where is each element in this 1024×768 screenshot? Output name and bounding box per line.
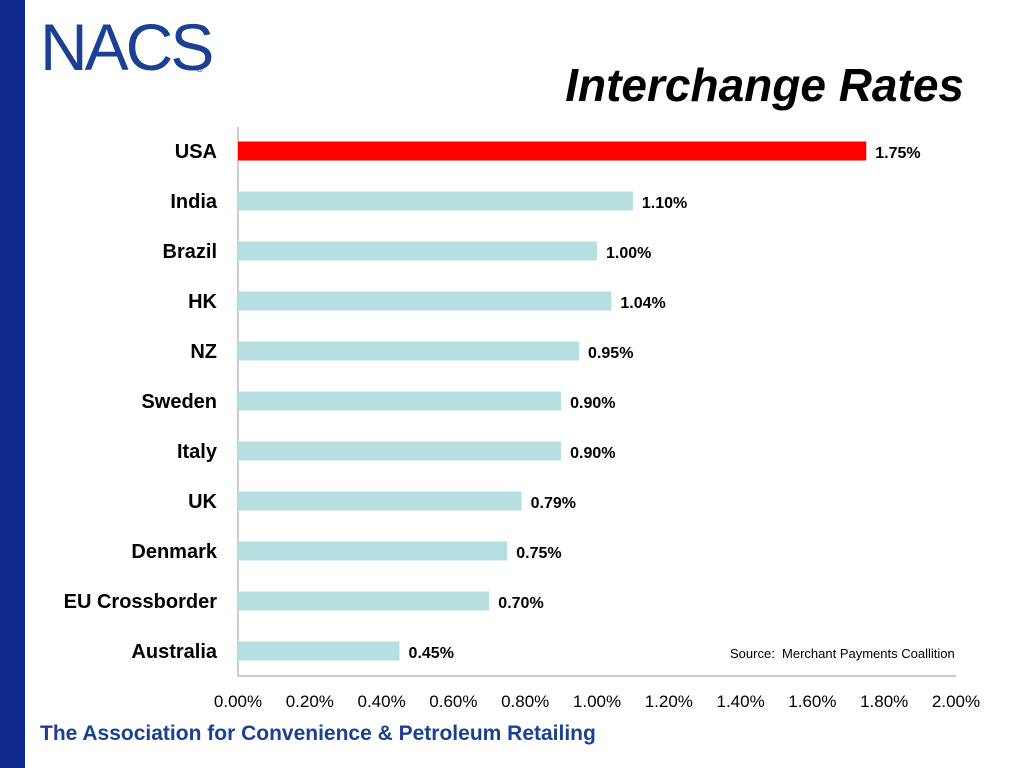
x-tick-label: 1.40%: [716, 692, 764, 711]
bar-brazil: [238, 241, 597, 261]
value-label: 1.00%: [606, 245, 651, 262]
x-tick-label: 0.60%: [429, 692, 477, 711]
category-label: Australia: [131, 641, 217, 663]
category-label: Sweden: [141, 391, 217, 413]
value-label: 0.90%: [570, 445, 615, 462]
value-label: 0.75%: [516, 545, 561, 562]
category-label: India: [170, 191, 218, 213]
bar-italy: [238, 441, 562, 461]
bar-india: [238, 191, 633, 211]
x-tick-label: 0.00%: [214, 692, 262, 711]
category-label: Denmark: [131, 541, 217, 563]
bar-australia: [238, 641, 400, 661]
registered-mark: ®: [196, 64, 204, 75]
source-note: Source: Merchant Payments Coallition: [730, 646, 955, 661]
x-tick-label: 0.40%: [357, 692, 405, 711]
value-label: 1.04%: [620, 295, 665, 312]
category-label: EU Crossborder: [64, 591, 218, 613]
value-label: 0.45%: [409, 645, 454, 662]
nacs-logo: NACS: [40, 10, 214, 84]
category-label: UK: [188, 491, 217, 513]
bar-eu-crossborder: [238, 591, 490, 611]
x-tick-label: 0.20%: [286, 692, 334, 711]
x-tick-label: 1.00%: [573, 692, 621, 711]
x-tick-label: 1.20%: [645, 692, 693, 711]
bar-denmark: [238, 541, 508, 561]
footer-tagline: The Association for Convenience & Petrol…: [40, 722, 596, 745]
page-title: Interchange Rates: [565, 59, 964, 111]
x-tick-label: 1.60%: [788, 692, 836, 711]
value-label: 1.75%: [875, 145, 920, 162]
value-label: 0.90%: [570, 395, 615, 412]
bar-uk: [238, 491, 522, 511]
x-tick-label: 2.00%: [932, 692, 980, 711]
bar-sweden: [238, 391, 562, 411]
x-tick-label: 0.80%: [501, 692, 549, 711]
x-tick-label: 1.80%: [860, 692, 908, 711]
category-label: USA: [175, 141, 217, 163]
bar-nz: [238, 341, 580, 361]
bar-hk: [238, 291, 612, 311]
category-label: Brazil: [163, 241, 217, 263]
value-label: 0.79%: [531, 495, 576, 512]
value-label: 0.95%: [588, 345, 633, 362]
value-label: 1.10%: [642, 195, 687, 212]
bar-usa: [238, 141, 867, 161]
category-label: Italy: [177, 441, 218, 463]
value-label: 0.70%: [498, 595, 543, 612]
category-label: NZ: [190, 341, 217, 363]
side-accent-bar: [0, 0, 25, 768]
category-label: HK: [188, 291, 217, 313]
